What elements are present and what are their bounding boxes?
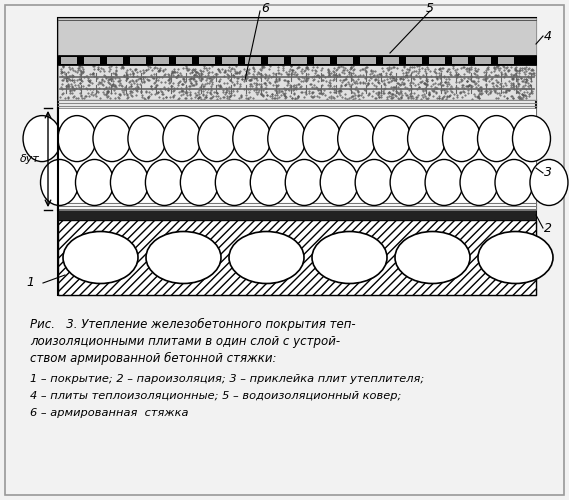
- Text: δут: δут: [20, 154, 40, 164]
- Bar: [58, 18, 536, 295]
- Bar: [107, 56, 123, 64]
- Text: 6 – армированная  стяжка: 6 – армированная стяжка: [30, 408, 188, 418]
- Bar: [58, 65, 536, 100]
- Ellipse shape: [229, 232, 304, 283]
- Ellipse shape: [478, 232, 553, 283]
- Ellipse shape: [320, 160, 358, 206]
- Text: 2: 2: [544, 222, 552, 234]
- Bar: [222, 56, 238, 64]
- Text: 4: 4: [544, 30, 552, 43]
- Ellipse shape: [337, 116, 376, 162]
- Bar: [314, 56, 330, 64]
- Bar: [291, 56, 307, 64]
- Ellipse shape: [355, 160, 393, 206]
- Text: Рис.   3. Утепление железобетонного покрытия теп-: Рис. 3. Утепление железобетонного покрыт…: [30, 318, 356, 331]
- Text: лоизоляционными плитами в один слой с устрой-: лоизоляционными плитами в один слой с ус…: [30, 335, 340, 348]
- Ellipse shape: [128, 116, 166, 162]
- Text: 5: 5: [426, 2, 434, 15]
- Ellipse shape: [285, 160, 323, 206]
- Ellipse shape: [443, 116, 481, 162]
- Bar: [58, 18, 536, 55]
- Ellipse shape: [395, 232, 470, 283]
- Ellipse shape: [425, 160, 463, 206]
- Ellipse shape: [407, 116, 446, 162]
- Ellipse shape: [93, 116, 131, 162]
- Bar: [475, 56, 491, 64]
- Ellipse shape: [163, 116, 201, 162]
- Ellipse shape: [390, 160, 428, 206]
- Bar: [360, 56, 376, 64]
- Ellipse shape: [312, 232, 387, 283]
- Text: 4 – плиты теплоизоляционные; 5 – водоизоляционный ковер;: 4 – плиты теплоизоляционные; 5 – водоизо…: [30, 391, 401, 401]
- Bar: [452, 56, 468, 64]
- Ellipse shape: [513, 116, 550, 162]
- Ellipse shape: [268, 116, 306, 162]
- Bar: [245, 56, 261, 64]
- Bar: [406, 56, 422, 64]
- Ellipse shape: [110, 160, 149, 206]
- Ellipse shape: [460, 160, 498, 206]
- Ellipse shape: [373, 116, 411, 162]
- Ellipse shape: [146, 232, 221, 283]
- Bar: [199, 56, 215, 64]
- Ellipse shape: [198, 116, 236, 162]
- Ellipse shape: [233, 116, 271, 162]
- Ellipse shape: [23, 116, 61, 162]
- Ellipse shape: [215, 160, 253, 206]
- Bar: [383, 56, 399, 64]
- Text: 1: 1: [26, 276, 34, 289]
- Text: 3: 3: [544, 166, 552, 179]
- Text: ством армированной бетонной стяжки:: ством армированной бетонной стяжки:: [30, 352, 277, 365]
- Ellipse shape: [477, 116, 516, 162]
- Ellipse shape: [63, 232, 138, 283]
- Bar: [84, 56, 100, 64]
- Bar: [58, 108, 536, 210]
- Bar: [58, 220, 536, 295]
- Bar: [337, 56, 353, 64]
- Bar: [58, 55, 536, 65]
- Bar: [130, 56, 146, 64]
- Bar: [268, 56, 284, 64]
- Bar: [429, 56, 445, 64]
- Ellipse shape: [530, 160, 568, 206]
- Bar: [153, 56, 169, 64]
- Ellipse shape: [250, 160, 288, 206]
- Ellipse shape: [76, 160, 113, 206]
- Ellipse shape: [303, 116, 341, 162]
- Bar: [61, 56, 77, 64]
- Ellipse shape: [495, 160, 533, 206]
- Text: 1 – покрытие; 2 – пароизоляция; 3 – приклейка плит утеплителя;: 1 – покрытие; 2 – пароизоляция; 3 – прик…: [30, 374, 424, 384]
- Bar: [58, 210, 536, 220]
- Bar: [498, 56, 514, 64]
- Text: 6: 6: [261, 2, 269, 15]
- Ellipse shape: [58, 116, 96, 162]
- Ellipse shape: [146, 160, 183, 206]
- Bar: [176, 56, 192, 64]
- Ellipse shape: [40, 160, 79, 206]
- Ellipse shape: [180, 160, 218, 206]
